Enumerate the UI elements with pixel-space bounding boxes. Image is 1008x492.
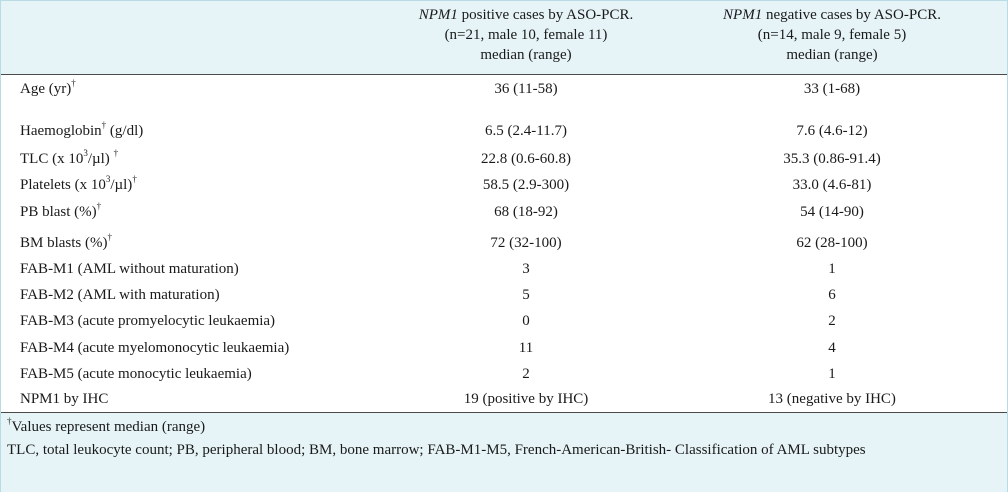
footnote-abbreviations: TLC, total leukocyte count; PB, peripher… (7, 442, 866, 458)
cell-negative: 4 (828, 340, 836, 356)
row-label: TLC (x 103/µl) † (20, 148, 119, 168)
cell-negative: 1 (828, 366, 836, 382)
cell-positive: 11 (518, 340, 534, 356)
table-row-platelets: Platelets (x 103/µl)† 58.5 (2.9-300) 33.… (1, 172, 1007, 198)
row-label: Age (yr)† (20, 78, 76, 98)
cell-positive: 22.8 (0.6-60.8) (481, 151, 571, 167)
header-title: negative cases by ASO-PCR. (762, 7, 941, 23)
table-row-npm1-ihc: NPM1 by IHC 19 (positive by IHC) 13 (neg… (1, 386, 1007, 412)
header-cohort: (n=21, male 10, female 11) (444, 27, 608, 43)
cell-negative: 33 (1-68) (803, 81, 861, 97)
footnote-values: †Values represent median (range) (7, 416, 206, 436)
header-cohort: (n=14, male 9, female 5) (757, 27, 907, 43)
cell-negative: 7.6 (4.6-12) (796, 123, 868, 139)
cell-positive: 0 (522, 313, 530, 329)
row-label: Haemoglobin† (g/dl) (20, 120, 144, 140)
table-row-tlc: TLC (x 103/µl) † 22.8 (0.6-60.8) 35.3 (0… (1, 146, 1007, 172)
cell-positive: 5 (522, 287, 530, 303)
table-footnotes: †Values represent median (range) TLC, to… (1, 412, 1007, 492)
table-row-haemoglobin: Haemoglobin† (g/dl) 6.5 (2.4-11.7) 7.6 (… (1, 118, 1007, 144)
cell-negative: 35.3 (0.86-91.4) (783, 151, 881, 167)
cell-negative: 33.0 (4.6-81) (792, 177, 872, 193)
cell-positive: 58.5 (2.9-300) (482, 177, 570, 193)
cell-positive: 3 (522, 261, 530, 277)
table-header: NPM1 positive cases by ASO-PCR. (n=21, m… (1, 1, 1007, 75)
cell-negative: 54 (14-90) (800, 204, 864, 220)
table-row-fab-m4: FAB-M4 (acute myelomonocytic leukaemia) … (1, 335, 1007, 361)
row-label: FAB-M1 (AML without maturation) (20, 261, 239, 277)
row-label: FAB-M5 (acute monocytic leukaemia) (20, 366, 252, 382)
cell-negative: 13 (negative by IHC) (768, 391, 896, 407)
table-row-bm-blasts: BM blasts (%)† 72 (32-100) 62 (28-100) (1, 230, 1007, 256)
cell-positive: 68 (18-92) (494, 204, 558, 220)
header-gene-name: NPM1 (418, 7, 458, 23)
table-row-fab-m3: FAB-M3 (acute promyelocytic leukaemia) 0… (1, 308, 1007, 334)
cell-negative: 62 (28-100) (796, 235, 868, 251)
header-npm1-positive: NPM1 positive cases by ASO-PCR. (n=21, m… (401, 5, 651, 65)
cell-positive: 72 (32-100) (490, 235, 562, 251)
table-row-fab-m5: FAB-M5 (acute monocytic leukaemia) 2 1 (1, 361, 1007, 387)
cell-negative: 1 (828, 261, 836, 277)
cell-positive: 36 (11-58) (494, 81, 558, 97)
header-title: positive cases by ASO-PCR. (457, 7, 634, 23)
table-row-pb-blast: PB blast (%)† 68 (18-92) 54 (14-90) (1, 199, 1007, 225)
header-gene-name: NPM1 (723, 7, 763, 23)
header-npm1-negative: NPM1 negative cases by ASO-PCR. (n=14, m… (707, 5, 957, 65)
table-row-fab-m1: FAB-M1 (AML without maturation) 3 1 (1, 256, 1007, 282)
row-label: NPM1 by IHC (20, 391, 109, 407)
row-label: BM blasts (%)† (20, 232, 112, 252)
header-stat: median (range) (480, 47, 572, 63)
row-label: PB blast (%)† (20, 201, 102, 221)
cell-negative: 2 (828, 313, 836, 329)
cell-positive: 2 (522, 366, 530, 382)
table-row-age: Age (yr)† 36 (11-58) 33 (1-68) (1, 76, 1007, 102)
row-label: FAB-M3 (acute promyelocytic leukaemia) (20, 313, 276, 329)
row-label: FAB-M2 (AML with maturation) (20, 287, 220, 303)
table-row-fab-m2: FAB-M2 (AML with maturation) 5 6 (1, 282, 1007, 308)
row-label: FAB-M4 (acute myelomonocytic leukaemia) (20, 340, 290, 356)
row-label: Platelets (x 103/µl)† (20, 174, 137, 194)
cell-positive: 6.5 (2.4-11.7) (485, 123, 567, 139)
header-stat: median (range) (786, 47, 878, 63)
cell-negative: 6 (828, 287, 836, 303)
cell-positive: 19 (positive by IHC) (463, 391, 589, 407)
